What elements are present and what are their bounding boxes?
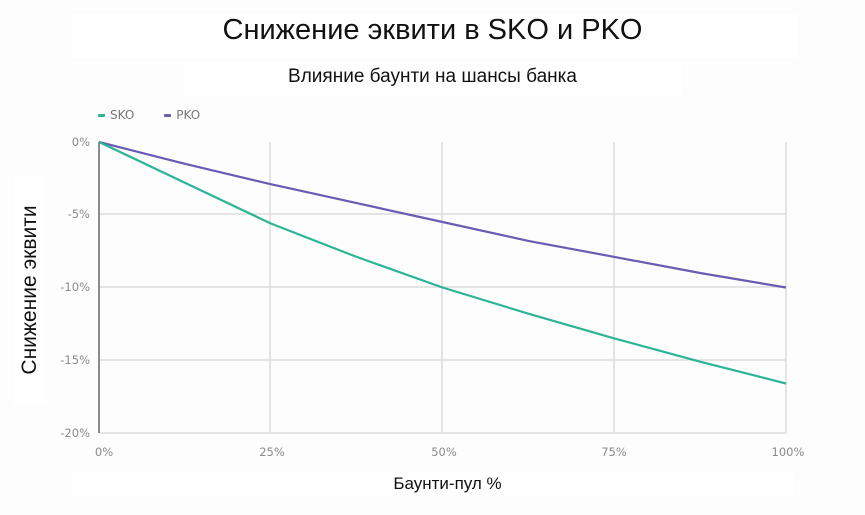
x-tick: 50% — [431, 445, 457, 459]
x-axis-label-background — [72, 473, 794, 497]
y-tick: -15% — [60, 353, 90, 367]
y-tick: -5% — [68, 207, 90, 221]
subtitle-background — [184, 63, 682, 95]
x-tick: 25% — [259, 445, 285, 459]
y-axis-label-background — [13, 175, 47, 405]
chart-title: Снижение эквити в SKO и PKO — [222, 14, 643, 46]
legend-swatch-pko — [164, 113, 172, 117]
title-background — [72, 14, 797, 58]
legend-swatch-sko — [98, 113, 105, 117]
legend-label-sko: SKO — [110, 108, 135, 122]
series-line-pko[interactable] — [98, 140, 787, 289]
series-line-sko[interactable] — [98, 141, 787, 385]
y-tick: 0% — [72, 135, 90, 149]
grid — [99, 142, 787, 434]
y-ticks: 0% -5% -10% -15% -20% — [60, 135, 90, 440]
x-tick: 75% — [601, 445, 627, 459]
x-tick: 0% — [95, 445, 113, 459]
x-ticks: 0% 25% 50% 75% 100% — [95, 445, 805, 459]
legend-item-sko[interactable]: SKO — [98, 108, 134, 122]
legend-label-pko: PKO — [176, 108, 201, 122]
y-tick: -20% — [60, 426, 90, 440]
x-tick: 100% — [772, 445, 805, 459]
chart-subtitle: Влияние баунти на шансы банка — [288, 66, 577, 87]
y-tick: -10% — [60, 280, 90, 294]
legend: SKO PKO — [98, 108, 200, 122]
legend-item-pko[interactable]: PKO — [164, 108, 200, 122]
x-axis-label: Баунти-пул % — [393, 474, 502, 493]
